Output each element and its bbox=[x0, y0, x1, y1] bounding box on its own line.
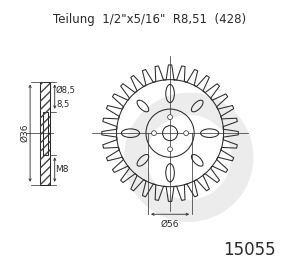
Text: Ø36: Ø36 bbox=[21, 124, 30, 142]
Circle shape bbox=[152, 131, 156, 136]
Text: Ø8,5: Ø8,5 bbox=[55, 86, 75, 95]
Text: 8,5: 8,5 bbox=[57, 100, 70, 109]
Text: Teilung  1/2"x5/16"  R8,51  (428): Teilung 1/2"x5/16" R8,51 (428) bbox=[53, 13, 247, 26]
Circle shape bbox=[168, 115, 172, 119]
Bar bbox=[43, 112, 47, 155]
Text: Ø56: Ø56 bbox=[161, 220, 179, 229]
Circle shape bbox=[168, 147, 172, 152]
Circle shape bbox=[184, 131, 188, 136]
Bar bbox=[40, 82, 50, 185]
Text: M8: M8 bbox=[55, 165, 69, 174]
Text: 15055: 15055 bbox=[223, 241, 276, 259]
Bar bbox=[43, 112, 47, 155]
Bar bbox=[40, 82, 50, 185]
